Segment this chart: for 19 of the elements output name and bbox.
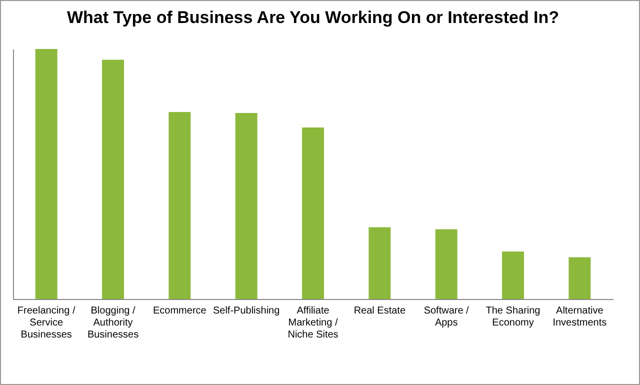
bar — [235, 113, 258, 299]
bar — [168, 112, 191, 299]
bar — [568, 257, 591, 299]
x-tick-label: Freelancing / Service Businesses — [17, 306, 76, 340]
bar — [302, 128, 324, 299]
chart-title: What Type of Business Are You Working On or Interested In? — [66, 8, 560, 27]
x-tick-label: The Sharing Economy — [486, 306, 540, 328]
bar — [368, 227, 391, 299]
x-tick-label: Blogging / Authority Businesses — [87, 306, 139, 340]
bar — [102, 60, 124, 299]
x-tick-label: Ecommerce — [152, 306, 207, 316]
bar — [35, 49, 58, 299]
bar — [502, 252, 524, 299]
x-tick-label: Self-Publishing — [212, 306, 280, 316]
x-tick-label: Affiliate Marketing / Niche Sites — [288, 306, 338, 340]
x-tick-label: Alternative Investments — [552, 306, 607, 328]
x-tick-label: Software / Apps — [424, 306, 470, 328]
x-tick-label: Real Estate — [354, 306, 406, 316]
bar — [435, 229, 458, 299]
